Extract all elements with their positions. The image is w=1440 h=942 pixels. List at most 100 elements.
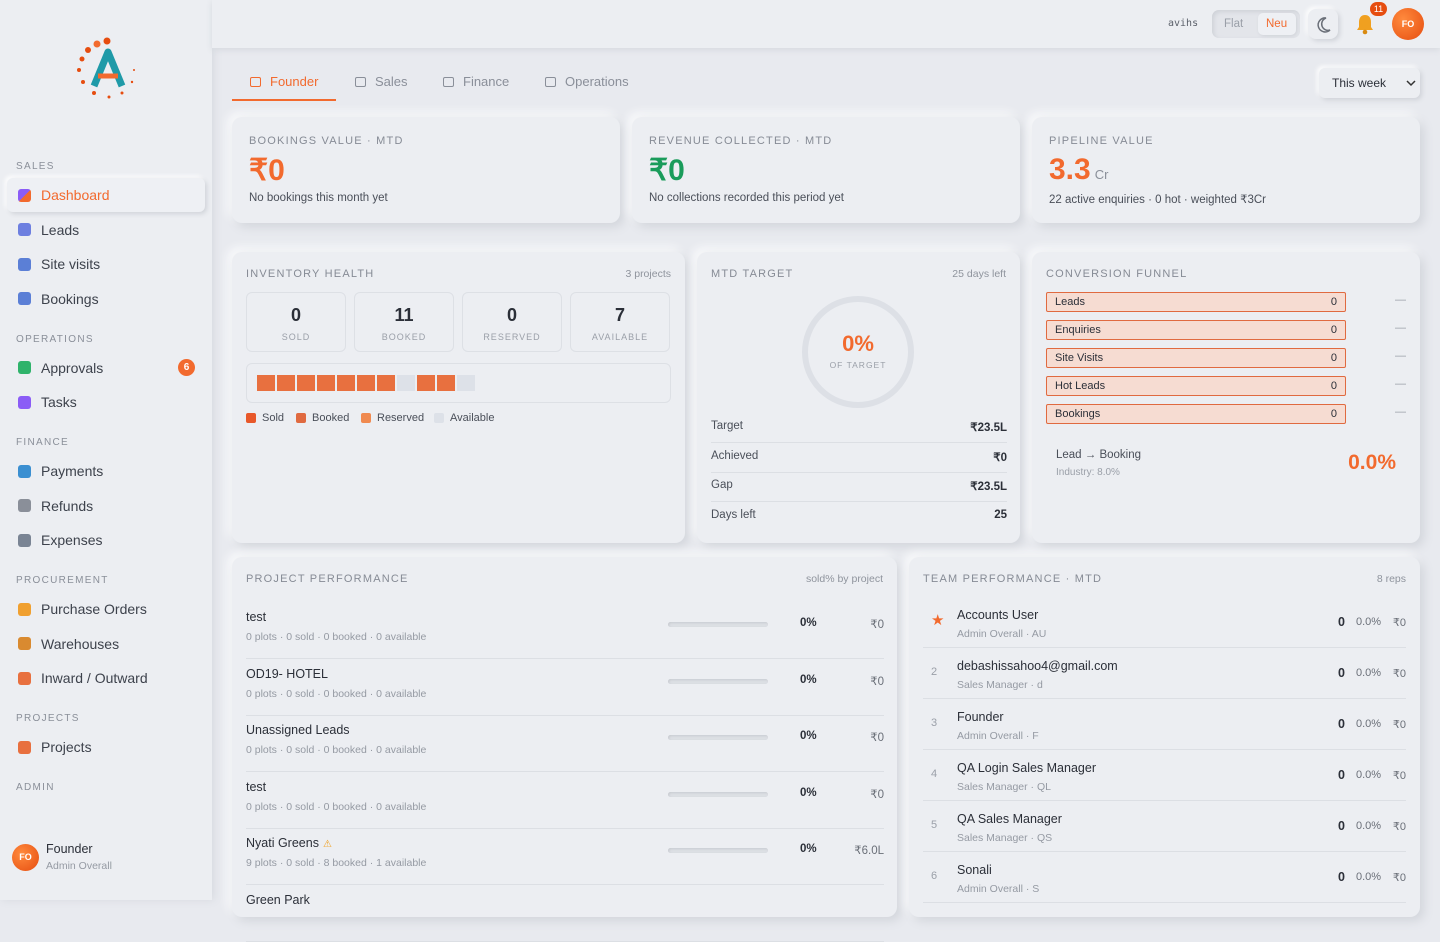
project-row: Green Park — [246, 885, 884, 942]
rep-percent: 0.0% — [1356, 616, 1382, 628]
rep-name: QA Login Sales Manager — [957, 761, 1096, 775]
team-rank: 3 — [931, 717, 938, 729]
nav-item[interactable]: Leads — [7, 212, 205, 247]
nav-item[interactable]: Dashboard — [7, 177, 205, 213]
inventory-stat: 11 BOOKED — [354, 292, 454, 352]
project-percent: 0% — [800, 673, 817, 686]
rep-count: 0 — [1338, 615, 1345, 629]
nav-item[interactable]: Tasks — [7, 385, 205, 420]
stat-value: 0 — [506, 305, 517, 325]
legend-swatch — [296, 413, 306, 423]
stat-label: SOLD — [281, 332, 311, 342]
sidebar: SALES Dashboard Leads Site visits Bookings OP… — [0, 0, 212, 900]
kpi-label: REVENUE COLLECTED · MTD — [649, 135, 833, 147]
inventory-card: INVENTORY HEALTH 3 projects 0 SOLD 11 BOOKE… — [232, 252, 685, 543]
nav-item[interactable]: Site visits — [7, 247, 205, 282]
target-label: Target — [711, 420, 743, 432]
card-meta: 25 days left — [952, 268, 1006, 280]
mode-flat[interactable]: Flat — [1224, 18, 1244, 30]
funnel-stage: Leads 0 — [1046, 292, 1346, 312]
nav-item[interactable]: Warehouses — [7, 626, 205, 661]
rep-count: 0 — [1338, 768, 1345, 782]
kpi-value: ₹0 — [249, 154, 285, 187]
nav-item[interactable]: Purchase Orders — [7, 592, 205, 627]
project-amount: ₹0 — [870, 619, 884, 631]
team-rank: ★ — [931, 612, 945, 629]
rep-role: Admin Overall · F — [957, 730, 1039, 742]
legend-item: Available — [434, 412, 494, 424]
card-meta: 3 projects — [625, 268, 671, 280]
nav-icon — [18, 671, 31, 685]
mode-neu[interactable]: Neu — [1266, 18, 1288, 30]
period-select[interactable]: This week — [1319, 68, 1420, 98]
nav-label: Site visits — [41, 256, 101, 272]
rep-amount: ₹0 — [1392, 719, 1406, 731]
kpi-card: PIPELINE VALUE 3.3 Cr 22 active enquiries ·… — [1032, 117, 1420, 223]
kpi-note: No bookings this month yet — [249, 192, 388, 204]
team-row: 5 QA Sales Manager Sales Manager · QS 0 0.0%… — [923, 801, 1406, 852]
stage-value: 0 — [1330, 380, 1337, 392]
top-avatar[interactable]: FO — [1392, 8, 1424, 40]
target-row: Days left 25 — [711, 509, 1007, 529]
tab[interactable]: Operations — [545, 74, 629, 89]
theme-button[interactable] — [1308, 9, 1338, 39]
rep-name: Founder — [957, 710, 1004, 724]
inventory-stat: 0 SOLD — [246, 292, 346, 352]
nav-item[interactable]: Projects — [7, 730, 205, 765]
mode-toggle[interactable]: Flat Neu — [1212, 10, 1300, 38]
nav-item[interactable]: Payments — [7, 454, 205, 489]
topbar: avihs Flat Neu 11 FO — [212, 0, 1440, 48]
kpi-value-row: ₹0 — [649, 153, 685, 188]
team-card: TEAM PERFORMANCE · MTD 8 reps ★ Accounts … — [909, 557, 1420, 917]
stage-value: 0 — [1330, 408, 1337, 420]
project-name: OD19- HOTEL — [246, 666, 328, 681]
team-row: ★ Accounts User Admin Overall · AU 0 0.0% ₹0 — [923, 597, 1406, 648]
funnel-stage: Site Visits 0 — [1046, 348, 1346, 368]
project-amount: ₹0 — [870, 788, 884, 801]
kpi-label: PIPELINE VALUE — [1049, 135, 1154, 147]
tab[interactable]: Founder — [250, 74, 318, 89]
project-row: OD19- HOTEL 0 plots · 0 sold · 0 booked ·… — [246, 659, 884, 716]
target-label: Gap — [711, 479, 733, 492]
stage-name: Site Visits — [1055, 352, 1104, 364]
stage-change: — — [1395, 294, 1406, 306]
target-value: ₹23.5L — [970, 481, 1007, 494]
nav-item[interactable]: Refunds — [7, 488, 205, 523]
target-label: Achieved — [711, 449, 759, 462]
conversion-label: Lead → Booking — [1056, 449, 1142, 461]
nav-icon — [18, 464, 31, 478]
nav-item[interactable]: Inward / Outward — [7, 661, 205, 696]
project-percent: 0% — [800, 617, 817, 629]
section-label: ADMIN — [16, 782, 55, 793]
project-detail: 0 plots · 0 sold · 0 booked · 0 availabl… — [246, 687, 427, 700]
target-card: MTD TARGET 25 days left 0% OF TARGET Tar… — [697, 252, 1020, 543]
stat-label: AVAILABLE — [591, 332, 649, 342]
nav-item[interactable]: Expenses — [7, 523, 205, 558]
stage-change: — — [1395, 322, 1406, 334]
nav-item[interactable]: Bookings — [7, 281, 205, 316]
nav-item[interactable]: Approvals 6 — [7, 350, 205, 385]
kpi-card: BOOKINGS VALUE · MTD ₹0 No bookings this m… — [232, 117, 620, 223]
project-detail: 0 plots · 0 sold · 0 booked · 0 availabl… — [246, 631, 427, 643]
project-amount: ₹6.0L — [854, 845, 884, 858]
nav-icon — [18, 223, 31, 236]
rep-name: QA Sales Manager — [957, 812, 1062, 826]
user-avatar: FO — [12, 844, 39, 871]
tab-icon — [250, 76, 261, 87]
rep-name: Sonali — [957, 863, 992, 877]
stage-name: Enquiries — [1055, 324, 1101, 336]
rep-amount: ₹0 — [1392, 617, 1406, 629]
kpi-value: ₹0 — [649, 154, 685, 187]
nav-icon — [18, 602, 31, 616]
team-row: 4 QA Login Sales Manager Sales Manager · Q… — [923, 750, 1406, 801]
section-label: PROJECTS — [16, 713, 80, 724]
tab[interactable]: Finance — [443, 74, 509, 89]
progress-track — [668, 791, 768, 797]
stat-value: 7 — [614, 305, 625, 325]
conversion-benchmark: Industry: 8.0% — [1056, 467, 1120, 478]
legend-label: Sold — [262, 412, 285, 424]
tab[interactable]: Sales — [355, 74, 408, 89]
nav-icon — [18, 257, 31, 271]
bell[interactable] — [1354, 13, 1376, 35]
